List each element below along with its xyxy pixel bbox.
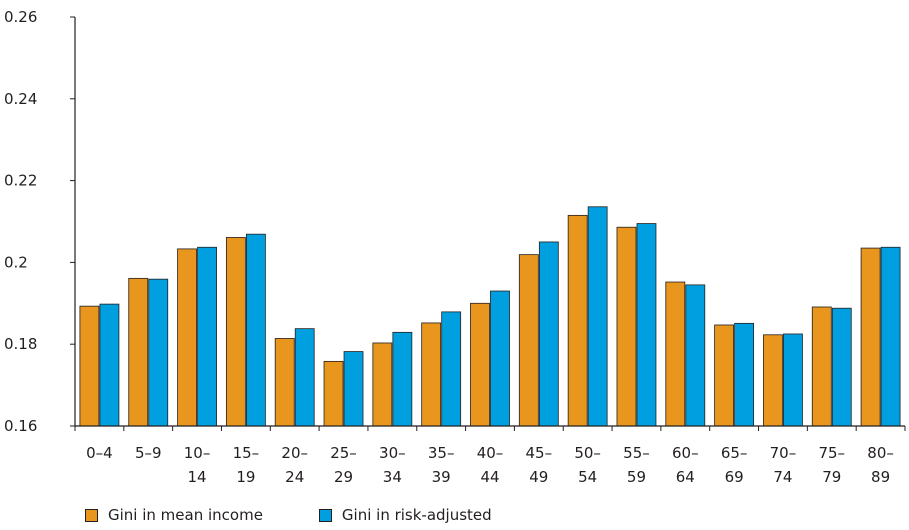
x-tick-label: 49 <box>529 468 548 486</box>
bar-risk-adjusted <box>636 223 657 427</box>
bar-risk-adjusted <box>245 233 266 427</box>
x-tick-label: 0–4 <box>86 444 113 462</box>
x-tick-label: 30– <box>379 444 406 462</box>
bar-risk-adjusted <box>831 307 852 427</box>
y-tick-label: 0.24 <box>4 90 37 108</box>
x-tick-label: 19 <box>236 468 255 486</box>
y-tick-label: 0.22 <box>4 172 37 190</box>
bar-risk-adjusted <box>148 278 169 427</box>
bar-risk-adjusted <box>441 311 462 427</box>
x-tick-label: 35– <box>428 444 455 462</box>
bar-risk-adjusted <box>685 284 706 427</box>
bar-risk-adjusted <box>880 246 901 427</box>
y-tick-label: 0.2 <box>4 253 28 271</box>
x-tick-label: 10– <box>184 444 211 462</box>
bar-mean-income <box>372 342 393 427</box>
bar-mean-income <box>128 277 149 427</box>
bar-mean-income <box>274 338 295 427</box>
bar-risk-adjusted <box>734 322 755 427</box>
bar-mean-income <box>665 281 686 427</box>
x-tick-label: 15– <box>233 444 260 462</box>
bar-mean-income <box>177 248 197 427</box>
bar-risk-adjusted <box>783 333 803 427</box>
x-tick-label: 69 <box>725 468 744 486</box>
bar-mean-income <box>567 214 588 427</box>
bar-risk-adjusted <box>490 290 510 427</box>
x-tick-label: 40– <box>477 444 504 462</box>
bar-risk-adjusted <box>99 303 120 427</box>
x-tick-label: 60– <box>672 444 699 462</box>
bar-mean-income <box>518 254 539 427</box>
legend-swatch-mean-income <box>85 508 98 522</box>
x-tick-label: 54 <box>578 468 597 486</box>
bar-mean-income <box>811 306 832 427</box>
y-axis-tick-labels: 0.16 0.18 0.2 0.22 0.24 0.26 <box>4 8 37 435</box>
bar-mean-income <box>616 226 637 427</box>
x-tick-label: 59 <box>627 468 646 486</box>
x-tick-label: 50– <box>574 444 601 462</box>
bar-mean-income <box>860 247 881 427</box>
bar-mean-income <box>225 237 246 427</box>
y-tick-label: 0.18 <box>4 335 37 353</box>
legend-label-risk-adjusted: Gini in risk-adjusted <box>341 506 492 524</box>
bar-mean-income <box>323 360 344 427</box>
bar-risk-adjusted <box>392 331 413 427</box>
bar-mean-income <box>470 302 490 427</box>
x-tick-label: 64 <box>676 468 695 486</box>
y-tick-label: 0.26 <box>4 8 37 26</box>
x-tick-label: 55– <box>623 444 650 462</box>
x-tick-label: 24 <box>285 468 304 486</box>
bars <box>79 206 901 427</box>
x-tick-label: 34 <box>383 468 402 486</box>
x-tick-label: 70– <box>770 444 797 462</box>
x-tick-label: 29 <box>334 468 353 486</box>
x-tick-label: 74 <box>773 468 792 486</box>
bar-mean-income <box>79 305 100 427</box>
x-tick-label: 25– <box>330 444 357 462</box>
bar-risk-adjusted <box>294 328 315 427</box>
x-tick-label: 39 <box>432 468 451 486</box>
x-tick-label: 89 <box>871 468 890 486</box>
x-tick-label: 44 <box>480 468 499 486</box>
x-tick-label: 65– <box>721 444 748 462</box>
bar-risk-adjusted <box>343 351 364 427</box>
legend: Gini in mean income Gini in risk-adjuste… <box>85 506 548 524</box>
x-tick-label: 5–9 <box>135 444 162 462</box>
x-tick-label: 75– <box>818 444 845 462</box>
bar-mean-income <box>763 334 783 427</box>
bar-risk-adjusted <box>538 241 559 427</box>
x-axis-tick-labels: 0–4 5–9 10– 14 15– 19 20– 24 25– 29 30– 34 35– 39 40– 4… <box>86 444 894 486</box>
x-tick-label: 80– <box>867 444 894 462</box>
legend-item-mean-income: Gini in mean income <box>85 506 263 524</box>
bar-risk-adjusted <box>197 246 217 427</box>
bar-risk-adjusted <box>587 206 608 427</box>
x-tick-label: 14 <box>188 468 207 486</box>
legend-swatch-risk-adjusted <box>318 508 332 522</box>
legend-label-mean-income: Gini in mean income <box>108 506 263 524</box>
x-tick-label: 20– <box>281 444 308 462</box>
bar-mean-income <box>421 322 442 427</box>
legend-item-risk-adjusted: Gini in risk-adjusted <box>318 506 492 524</box>
axes <box>70 16 906 431</box>
x-tick-label: 45– <box>526 444 553 462</box>
y-tick-label: 0.16 <box>4 417 37 435</box>
bar-mean-income <box>714 324 735 427</box>
x-tick-label: 79 <box>822 468 841 486</box>
